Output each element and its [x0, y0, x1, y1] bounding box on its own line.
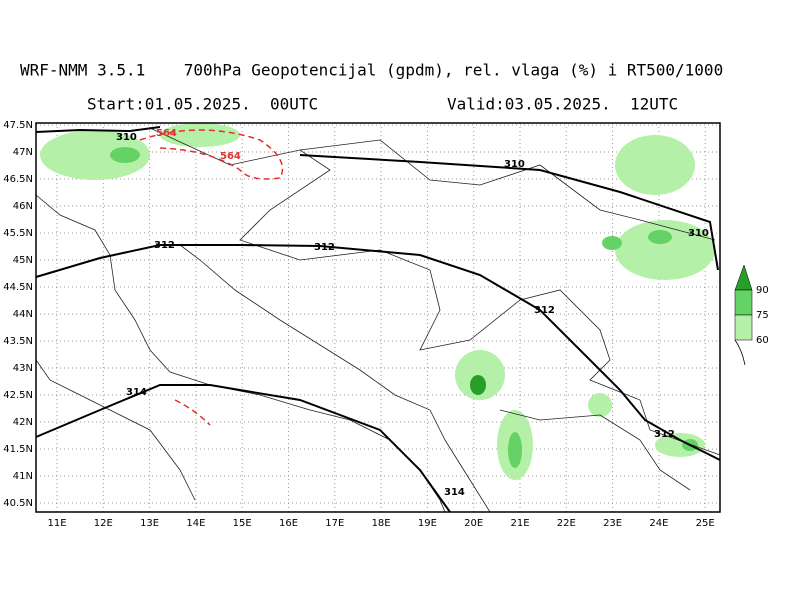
lon-label: 11E [47, 518, 66, 529]
lon-label: 15E [233, 518, 252, 529]
lon-label: 21E [510, 518, 529, 529]
lat-label: 45.5N [3, 228, 33, 239]
coastlines [35, 127, 721, 513]
lon-label: 12E [94, 518, 113, 529]
lon-label: 25E [696, 518, 715, 529]
isolines [35, 126, 721, 513]
lat-label: 40.5N [3, 498, 33, 509]
lon-label: 23E [603, 518, 622, 529]
legend-label: 90 [756, 285, 769, 296]
lon-label: 24E [649, 518, 668, 529]
lon-label: 22E [557, 518, 576, 529]
lat-label: 42.5N [3, 390, 33, 401]
contour-label: 564 [156, 128, 177, 139]
lat-label: 41.5N [3, 444, 33, 455]
map-frame [35, 122, 721, 513]
lat-label: 46.5N [3, 174, 33, 185]
lon-label: 20E [464, 518, 483, 529]
lon-label: 13E [140, 518, 159, 529]
lat-label: 44.5N [3, 282, 33, 293]
lat-label: 46N [13, 201, 33, 212]
contour-labels: 310 310 310 312 312 312 312 314 314 564 … [116, 128, 709, 498]
contour-label: 312 [154, 240, 175, 251]
lat-label: 42N [13, 417, 33, 428]
contour-label: 314 [444, 487, 465, 498]
humidity [40, 123, 715, 480]
lat-label: 41N [13, 471, 33, 482]
legend-label: 75 [756, 310, 769, 321]
contour-label: 312 [534, 305, 555, 316]
lat-label: 47N [13, 147, 33, 158]
contour-label: 310 [116, 132, 137, 143]
legend: 90 75 60 [734, 264, 769, 366]
legend-label: 60 [756, 335, 769, 346]
contour-label: 314 [126, 387, 147, 398]
lon-label: 17E [325, 518, 344, 529]
contour-label: 564 [220, 151, 241, 162]
contour-label: 312 [654, 429, 675, 440]
lat-label: 43.5N [3, 336, 33, 347]
start-time: Start:01.05.2025. 00UTC [87, 95, 318, 114]
lat-label: 45N [13, 255, 33, 266]
lon-label: 18E [372, 518, 391, 529]
lon-label: 16E [279, 518, 298, 529]
lat-label: 43N [13, 363, 33, 374]
title: WRF-NMM 3.5.1 700hPa Geopotencijal (gpdm… [20, 61, 723, 80]
grid [36, 123, 720, 512]
lat-label: 47.5N [3, 120, 33, 131]
contour-label: 310 [504, 159, 525, 170]
contour-label: 310 [688, 228, 709, 239]
lon-label: 14E [186, 518, 205, 529]
valid-time: Valid:03.05.2025. 12UTC [447, 95, 678, 114]
contour-label: 312 [314, 242, 335, 253]
lat-label: 44N [13, 309, 33, 320]
lon-label: 19E [418, 518, 437, 529]
